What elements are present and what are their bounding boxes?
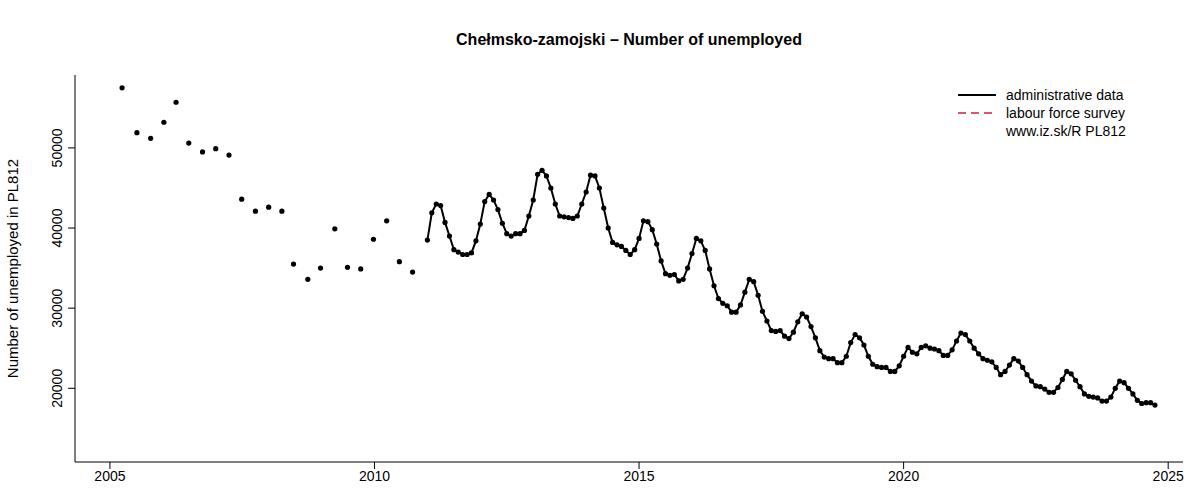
svg-text:labour force survey: labour force survey [1006, 105, 1125, 121]
svg-text:Chełmsko-zamojski – Number of: Chełmsko-zamojski – Number of unemployed [456, 31, 802, 48]
svg-text:2025: 2025 [1153, 468, 1184, 484]
svg-text:50000: 50000 [49, 128, 65, 167]
svg-text:2015: 2015 [623, 468, 654, 484]
svg-text:2010: 2010 [359, 468, 390, 484]
svg-text:20000: 20000 [49, 369, 65, 408]
svg-text:Number of unemployed in PL812: Number of unemployed in PL812 [8, 159, 21, 378]
svg-text:40000: 40000 [49, 208, 65, 247]
svg-text:administrative data: administrative data [1006, 87, 1124, 103]
svg-text:www.iz.sk/R PL812: www.iz.sk/R PL812 [1005, 123, 1126, 139]
svg-text:2020: 2020 [888, 468, 919, 484]
svg-text:2005: 2005 [94, 468, 125, 484]
svg-text:30000: 30000 [49, 288, 65, 327]
